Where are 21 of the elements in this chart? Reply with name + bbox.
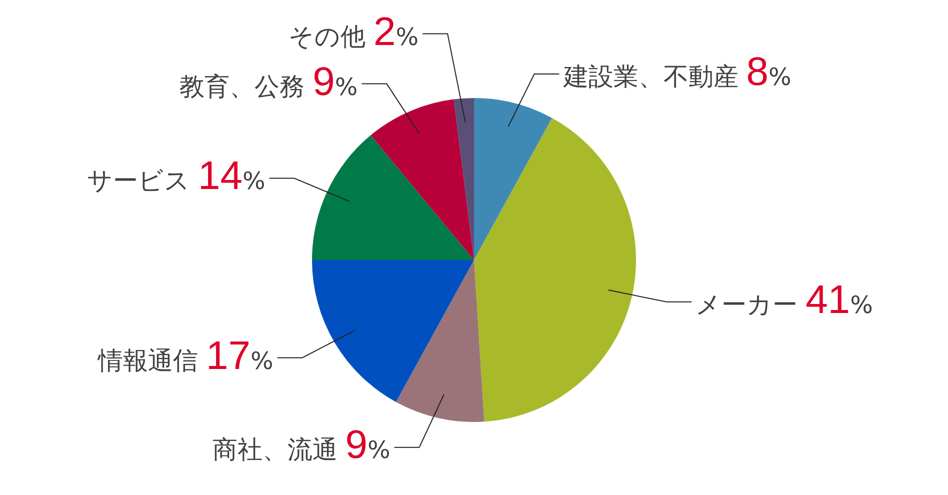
slice-label: その他 [288, 22, 367, 51]
data-label: 2% [374, 10, 419, 54]
slice-label: 情報通信 [98, 346, 200, 375]
slice-label: メーカー [696, 290, 799, 319]
slice-label: 建設業、不動産 [563, 62, 740, 92]
pie-slice [396, 260, 484, 422]
pie-slice [370, 99, 474, 260]
data-label: 41% [806, 278, 873, 322]
data-label: 17% [206, 334, 274, 378]
slice-label: 商社、流通 [212, 435, 338, 464]
pie-slice [454, 98, 474, 260]
pie-slice [474, 98, 552, 260]
pie-slice [312, 135, 474, 260]
slice-label: 教育、公務 [180, 72, 306, 101]
pie-slice [474, 118, 636, 422]
data-label: 14% [198, 154, 266, 198]
slice-label: サービス [87, 166, 192, 196]
pie-slice [312, 260, 474, 402]
data-label: 8% [746, 50, 792, 94]
data-label: 9% [312, 60, 358, 104]
data-label: 9% [345, 423, 390, 468]
